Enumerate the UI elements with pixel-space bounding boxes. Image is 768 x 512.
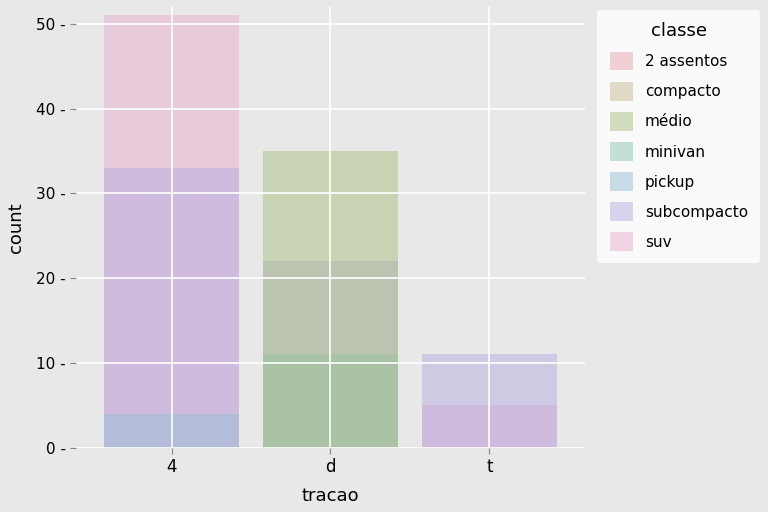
Legend: 2 assentos, compacto, médio, minivan, pickup, subcompacto, suv: 2 assentos, compacto, médio, minivan, pi…: [598, 10, 760, 263]
X-axis label: tracao: tracao: [302, 487, 359, 505]
Bar: [422, 354, 557, 447]
Bar: [104, 15, 239, 447]
Bar: [104, 168, 239, 447]
Bar: [263, 151, 398, 447]
Bar: [263, 354, 398, 447]
Y-axis label: count: count: [7, 202, 25, 252]
Bar: [263, 261, 398, 447]
Bar: [104, 414, 239, 447]
Bar: [422, 405, 557, 447]
